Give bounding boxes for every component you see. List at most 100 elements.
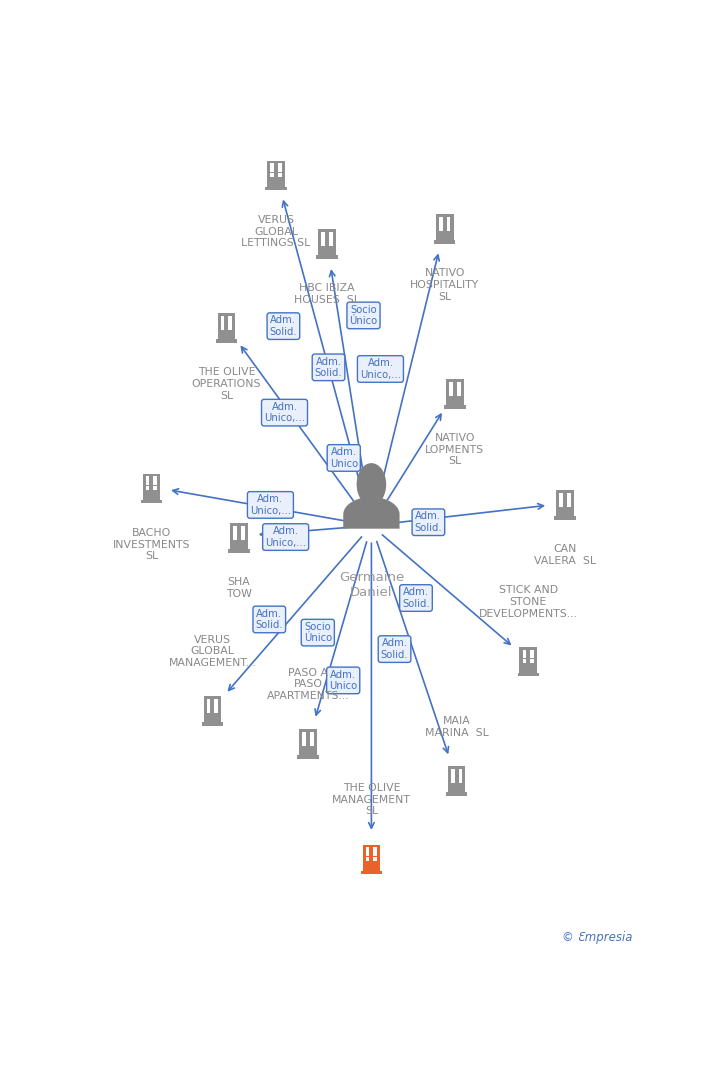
Polygon shape (343, 498, 400, 529)
Text: Adm.
Solid.: Adm. Solid. (402, 587, 430, 609)
FancyBboxPatch shape (556, 490, 574, 517)
Text: Adm.
Solid.: Adm. Solid. (414, 511, 442, 533)
FancyBboxPatch shape (303, 742, 306, 746)
FancyBboxPatch shape (451, 778, 454, 783)
FancyBboxPatch shape (365, 857, 369, 861)
FancyBboxPatch shape (447, 227, 451, 231)
Text: CAN
VALERA  SL: CAN VALERA SL (534, 545, 596, 566)
FancyBboxPatch shape (278, 164, 282, 168)
FancyBboxPatch shape (559, 502, 563, 507)
FancyBboxPatch shape (457, 392, 461, 396)
FancyBboxPatch shape (229, 320, 232, 324)
Text: Socio
Único: Socio Único (349, 305, 378, 326)
FancyBboxPatch shape (146, 476, 149, 480)
FancyBboxPatch shape (154, 486, 157, 490)
FancyBboxPatch shape (365, 847, 369, 852)
FancyBboxPatch shape (360, 871, 382, 874)
FancyBboxPatch shape (459, 774, 462, 778)
FancyBboxPatch shape (298, 755, 319, 759)
FancyBboxPatch shape (447, 221, 451, 226)
FancyBboxPatch shape (207, 703, 210, 708)
FancyBboxPatch shape (278, 172, 282, 178)
FancyBboxPatch shape (310, 742, 314, 746)
FancyBboxPatch shape (214, 699, 218, 703)
FancyBboxPatch shape (221, 320, 224, 324)
FancyBboxPatch shape (451, 774, 454, 778)
FancyBboxPatch shape (451, 769, 454, 774)
Text: THE OLIVE
MANAGEMENT
SL: THE OLIVE MANAGEMENT SL (332, 783, 411, 816)
FancyBboxPatch shape (459, 778, 462, 783)
FancyBboxPatch shape (241, 535, 245, 539)
Text: Socio
Único: Socio Único (304, 622, 332, 643)
FancyBboxPatch shape (329, 236, 333, 241)
FancyBboxPatch shape (567, 493, 571, 498)
FancyBboxPatch shape (270, 164, 274, 168)
Text: Adm.
Solid.: Adm. Solid. (381, 639, 408, 660)
Text: Adm.
Unico,...: Adm. Unico,... (360, 358, 401, 380)
FancyBboxPatch shape (143, 474, 160, 500)
FancyBboxPatch shape (321, 241, 325, 246)
Text: PASO A
PASO
APARTMENTS...: PASO A PASO APARTMENTS... (267, 668, 349, 701)
FancyBboxPatch shape (316, 255, 338, 259)
FancyBboxPatch shape (241, 531, 245, 535)
FancyBboxPatch shape (221, 325, 224, 330)
Text: THE OLIVE
OPERATIONS
SL: THE OLIVE OPERATIONS SL (191, 367, 261, 400)
FancyBboxPatch shape (204, 697, 221, 722)
FancyBboxPatch shape (303, 732, 306, 736)
FancyBboxPatch shape (270, 168, 274, 172)
FancyBboxPatch shape (373, 852, 377, 856)
FancyBboxPatch shape (329, 241, 333, 246)
FancyBboxPatch shape (207, 699, 210, 703)
Text: STICK AND
STONE
DEVELOPMENTS...: STICK AND STONE DEVELOPMENTS... (479, 585, 578, 618)
FancyBboxPatch shape (221, 316, 224, 320)
FancyBboxPatch shape (518, 673, 539, 676)
FancyBboxPatch shape (321, 232, 325, 236)
Text: © Ɛmpresia: © Ɛmpresia (562, 931, 633, 944)
FancyBboxPatch shape (457, 386, 461, 391)
FancyBboxPatch shape (449, 392, 453, 396)
Text: VERUS
GLOBAL
LETTINGS SL: VERUS GLOBAL LETTINGS SL (242, 215, 311, 248)
FancyBboxPatch shape (520, 646, 537, 673)
FancyBboxPatch shape (373, 847, 377, 852)
FancyBboxPatch shape (365, 852, 369, 856)
FancyBboxPatch shape (233, 535, 237, 539)
Text: MAIA
MARINA  SL: MAIA MARINA SL (424, 717, 488, 738)
FancyBboxPatch shape (215, 339, 237, 342)
FancyBboxPatch shape (154, 476, 157, 480)
FancyBboxPatch shape (523, 659, 526, 663)
FancyBboxPatch shape (363, 844, 380, 871)
FancyBboxPatch shape (214, 703, 218, 708)
FancyBboxPatch shape (530, 659, 534, 663)
Text: Germaine
Daniel: Germaine Daniel (339, 570, 404, 599)
FancyBboxPatch shape (530, 649, 534, 654)
Text: VERUS
GLOBAL
MANAGEMENT...: VERUS GLOBAL MANAGEMENT... (168, 635, 256, 668)
FancyBboxPatch shape (447, 217, 451, 221)
Text: Adm.
Solid.: Adm. Solid. (269, 316, 297, 337)
FancyBboxPatch shape (449, 382, 453, 386)
FancyBboxPatch shape (329, 232, 333, 236)
Text: Adm.
Unico: Adm. Unico (329, 670, 357, 691)
FancyBboxPatch shape (267, 160, 285, 187)
Text: Adm.
Solid.: Adm. Solid. (314, 356, 342, 378)
FancyBboxPatch shape (202, 722, 223, 725)
FancyBboxPatch shape (559, 498, 563, 502)
FancyBboxPatch shape (141, 500, 162, 503)
FancyBboxPatch shape (439, 217, 443, 221)
Text: BACHO
INVESTMENTS
SL: BACHO INVESTMENTS SL (113, 528, 190, 561)
FancyBboxPatch shape (434, 241, 456, 244)
FancyBboxPatch shape (436, 214, 454, 241)
FancyBboxPatch shape (448, 766, 465, 792)
FancyBboxPatch shape (373, 857, 377, 861)
Text: Adm.
Unico,...: Adm. Unico,... (265, 526, 306, 548)
FancyBboxPatch shape (229, 325, 232, 330)
FancyBboxPatch shape (207, 708, 210, 713)
FancyBboxPatch shape (523, 654, 526, 658)
FancyBboxPatch shape (265, 187, 287, 190)
FancyBboxPatch shape (530, 654, 534, 658)
FancyBboxPatch shape (146, 486, 149, 490)
FancyBboxPatch shape (278, 168, 282, 172)
FancyBboxPatch shape (457, 382, 461, 386)
FancyBboxPatch shape (449, 386, 453, 391)
FancyBboxPatch shape (241, 526, 245, 531)
FancyBboxPatch shape (310, 732, 314, 736)
